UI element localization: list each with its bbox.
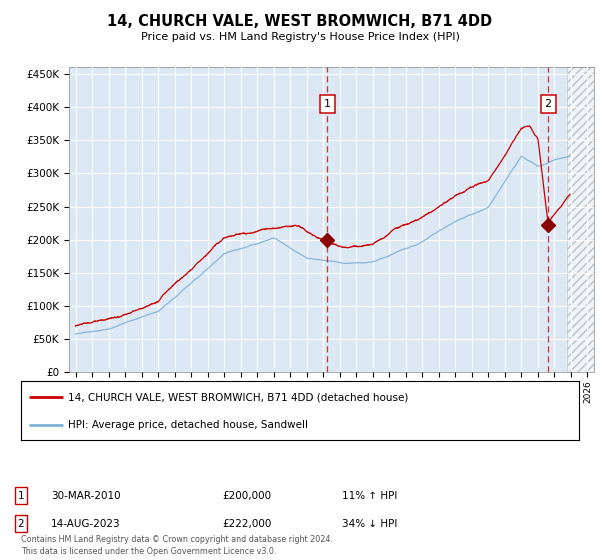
Text: 1: 1 <box>17 491 25 501</box>
Text: 14, CHURCH VALE, WEST BROMWICH, B71 4DD (detached house): 14, CHURCH VALE, WEST BROMWICH, B71 4DD … <box>68 392 409 402</box>
Text: 34% ↓ HPI: 34% ↓ HPI <box>342 519 397 529</box>
Text: £222,000: £222,000 <box>222 519 271 529</box>
Text: 14, CHURCH VALE, WEST BROMWICH, B71 4DD: 14, CHURCH VALE, WEST BROMWICH, B71 4DD <box>107 14 493 29</box>
Text: 2: 2 <box>17 519 25 529</box>
Text: 11% ↑ HPI: 11% ↑ HPI <box>342 491 397 501</box>
Text: 1: 1 <box>324 99 331 109</box>
Text: Contains HM Land Registry data © Crown copyright and database right 2024.
This d: Contains HM Land Registry data © Crown c… <box>21 535 333 556</box>
Text: 14-AUG-2023: 14-AUG-2023 <box>51 519 121 529</box>
Bar <box>567 67 600 372</box>
Text: 2: 2 <box>545 99 551 109</box>
Bar <box>567 67 600 372</box>
Text: £200,000: £200,000 <box>222 491 271 501</box>
Text: HPI: Average price, detached house, Sandwell: HPI: Average price, detached house, Sand… <box>68 420 308 430</box>
Text: 30-MAR-2010: 30-MAR-2010 <box>51 491 121 501</box>
Text: Price paid vs. HM Land Registry's House Price Index (HPI): Price paid vs. HM Land Registry's House … <box>140 32 460 43</box>
